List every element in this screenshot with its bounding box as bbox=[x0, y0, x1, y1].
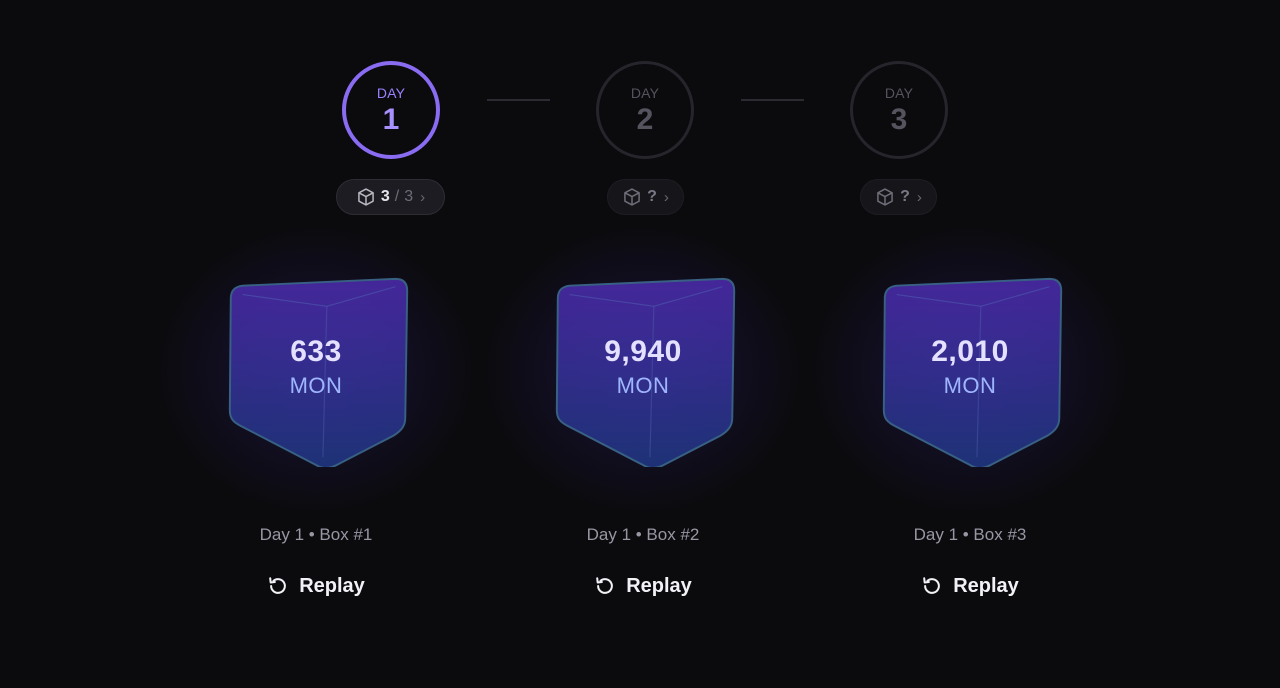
day-word-label: DAY bbox=[630, 84, 660, 101]
day-word-label: DAY bbox=[376, 84, 406, 101]
reward-unit: MON bbox=[616, 373, 670, 398]
replay-button-1[interactable]: Replay bbox=[196, 570, 436, 602]
reward-box-3[interactable]: 2,010 MON bbox=[810, 225, 1130, 515]
box-caption-3: Day 1 • Box #3 bbox=[913, 525, 1027, 544]
chevron-right-icon: › bbox=[420, 188, 426, 206]
replay-icon bbox=[596, 577, 614, 594]
cube-icon bbox=[877, 188, 893, 206]
cube-icon bbox=[358, 188, 374, 206]
chevron-right-icon: › bbox=[916, 188, 922, 206]
day-1-circle[interactable]: DAY 1 bbox=[342, 61, 440, 159]
day-2-boxes-pill[interactable]: ? › bbox=[607, 179, 684, 215]
day-2-circle[interactable]: DAY 2 bbox=[596, 61, 694, 159]
day-3-circle[interactable]: DAY 3 bbox=[850, 61, 948, 159]
replay-button-2[interactable]: Replay bbox=[523, 570, 763, 602]
reward-amount: 2,010 bbox=[931, 335, 1009, 368]
unknown-count: ? bbox=[900, 188, 910, 205]
replay-label: Replay bbox=[953, 574, 1019, 597]
day-number: 1 bbox=[382, 102, 400, 136]
reward-unit: MON bbox=[943, 373, 997, 398]
day-step-1[interactable]: DAY 1 bbox=[342, 61, 440, 159]
replay-button-3[interactable]: Replay bbox=[850, 570, 1090, 602]
replay-icon bbox=[923, 577, 941, 594]
replay-icon bbox=[269, 577, 287, 594]
day-1-boxes-pill[interactable]: 3 / 3 › bbox=[336, 179, 445, 215]
reward-amount: 633 bbox=[290, 335, 342, 368]
day-number: 3 bbox=[890, 102, 908, 136]
reward-amount: 9,940 bbox=[604, 335, 682, 368]
day-step-2[interactable]: DAY 2 bbox=[596, 61, 694, 159]
step-connector bbox=[741, 99, 804, 101]
day-word-label: DAY bbox=[884, 84, 914, 101]
reward-box-2[interactable]: 9,940 MON bbox=[483, 225, 803, 515]
cube-icon bbox=[624, 188, 640, 206]
unknown-count: ? bbox=[647, 188, 657, 205]
chevron-right-icon: › bbox=[663, 188, 669, 206]
count-separator: / bbox=[394, 188, 400, 205]
mystery-box-icon bbox=[228, 277, 409, 467]
replay-label: Replay bbox=[626, 574, 692, 597]
day-3-boxes-pill[interactable]: ? › bbox=[860, 179, 937, 215]
box-caption-2: Day 1 • Box #2 bbox=[586, 525, 700, 544]
mystery-box-icon bbox=[555, 277, 736, 467]
day-number: 2 bbox=[636, 102, 654, 136]
box-caption-1: Day 1 • Box #1 bbox=[259, 525, 373, 544]
reward-unit: MON bbox=[289, 373, 343, 398]
step-connector bbox=[487, 99, 550, 101]
opened-count: 3 bbox=[380, 188, 390, 205]
replay-label: Replay bbox=[299, 574, 365, 597]
day-step-3[interactable]: DAY 3 bbox=[850, 61, 948, 159]
total-count: 3 bbox=[404, 188, 414, 205]
mystery-box-icon bbox=[882, 277, 1063, 467]
reward-box-1[interactable]: 633 MON bbox=[156, 225, 476, 515]
